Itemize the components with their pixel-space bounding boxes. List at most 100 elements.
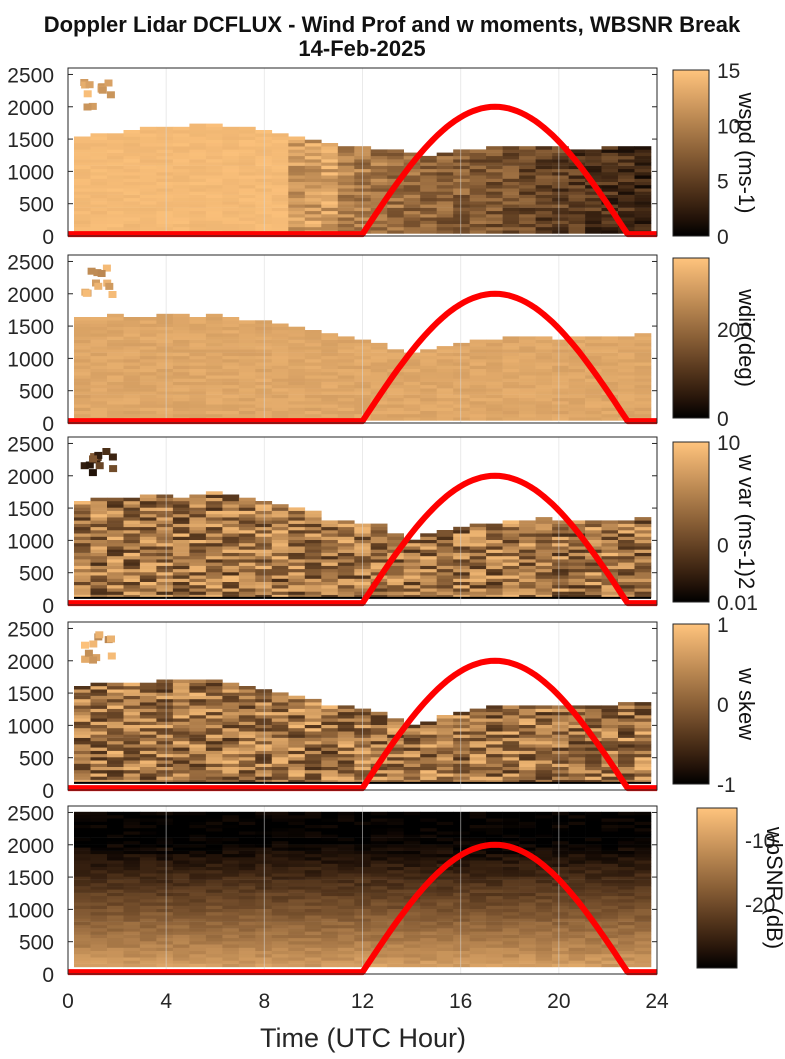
heatmap-cell <box>618 407 635 411</box>
heatmap-cell <box>502 766 520 771</box>
heatmap-cell <box>585 760 602 764</box>
heatmap-cell <box>552 175 569 179</box>
heatmap-cell <box>139 194 157 199</box>
heatmap-cell <box>304 578 322 582</box>
heatmap-cell <box>172 552 190 557</box>
heatmap-cell <box>90 523 108 528</box>
heatmap-cell <box>337 578 355 582</box>
heatmap-cell <box>403 194 421 199</box>
heatmap-cell <box>634 718 652 722</box>
heatmap-cell <box>568 546 586 550</box>
heatmap-cell <box>107 336 124 340</box>
heatmap-cell <box>172 181 190 186</box>
heatmap-cell <box>90 404 108 408</box>
heatmap-cell <box>238 210 256 215</box>
heatmap-cell <box>107 317 124 321</box>
heatmap-cell <box>288 711 306 716</box>
heatmap-cell <box>156 504 174 508</box>
heatmap-cell <box>107 857 124 861</box>
heatmap-cell <box>74 873 91 877</box>
heatmap-cell <box>94 282 103 290</box>
heatmap-cell <box>238 744 256 748</box>
heatmap-cell <box>74 510 91 515</box>
heatmap-cell <box>436 384 454 389</box>
heatmap-cell <box>387 889 404 893</box>
heatmap-cell <box>238 908 256 913</box>
heatmap-cell <box>90 744 108 748</box>
heatmap-cell <box>189 866 207 871</box>
heatmap-cell <box>271 330 289 334</box>
heatmap-cell <box>420 397 437 402</box>
heatmap-cell <box>238 876 256 880</box>
heatmap-cell <box>139 391 157 395</box>
heatmap-cell <box>387 773 404 777</box>
heatmap-cell <box>585 711 602 716</box>
heatmap-cell <box>469 581 487 586</box>
heatmap-cell <box>469 744 487 748</box>
heatmap-cell <box>535 705 553 709</box>
heatmap-cell <box>255 947 273 951</box>
heatmap-cell <box>139 497 157 502</box>
heatmap-cell <box>634 533 652 537</box>
heatmap-cell <box>205 533 223 537</box>
heatmap-cell <box>271 902 289 906</box>
heatmap-cell <box>90 501 108 505</box>
heatmap-cell <box>172 873 190 877</box>
heatmap-cell <box>469 362 487 366</box>
heatmap-cell <box>156 175 174 179</box>
heatmap-cell <box>436 585 454 589</box>
heatmap-cell <box>123 172 141 176</box>
heatmap-cell <box>172 342 190 347</box>
heatmap-cell <box>288 339 306 344</box>
heatmap-cell <box>601 214 619 218</box>
heatmap-cell <box>255 892 273 897</box>
heatmap-cell <box>189 126 207 131</box>
heatmap-cell <box>139 536 157 540</box>
heatmap-cell <box>107 565 124 570</box>
heatmap-cell <box>156 899 174 903</box>
heatmap-cell <box>288 414 306 418</box>
heatmap-cell <box>535 766 553 771</box>
heatmap-cell <box>634 523 652 528</box>
heatmap-cell <box>107 414 124 418</box>
heatmap-cell <box>618 336 635 340</box>
heatmap-cell <box>90 568 108 573</box>
heatmap-cell <box>222 960 240 964</box>
heatmap-cell <box>90 220 108 224</box>
heatmap-cell <box>255 950 273 955</box>
heatmap-cell <box>370 162 388 166</box>
heatmap-cell <box>453 352 470 357</box>
heatmap-cell <box>453 565 470 570</box>
heatmap-cell <box>469 410 487 415</box>
heatmap-cell <box>469 372 487 376</box>
heatmap-cell <box>634 565 652 570</box>
heatmap-cell <box>519 394 536 399</box>
heatmap-cell <box>288 539 306 544</box>
heatmap-cell <box>189 552 207 557</box>
heatmap-cell <box>502 181 520 186</box>
heatmap-cell <box>74 397 91 402</box>
heatmap-cell <box>205 757 223 761</box>
heatmap-cell <box>255 323 273 327</box>
heatmap-cell <box>123 381 141 386</box>
heatmap-cell <box>453 149 470 153</box>
heatmap-cell <box>568 588 586 592</box>
heatmap-cell <box>337 963 355 968</box>
heatmap-cell <box>453 539 470 544</box>
heatmap-cell <box>74 847 91 851</box>
heatmap-cell <box>271 185 289 189</box>
heatmap-cell <box>205 217 223 221</box>
heatmap-cell <box>387 944 404 948</box>
heatmap-cell <box>222 501 240 505</box>
colorbar-label: w skew <box>734 667 759 740</box>
heatmap-cell <box>107 539 124 544</box>
heatmap-cell <box>618 526 635 531</box>
heatmap-cell <box>618 523 635 528</box>
heatmap-cell <box>370 168 388 173</box>
heatmap-cell <box>403 152 421 157</box>
heatmap-cell <box>288 850 306 855</box>
heatmap-cell <box>90 339 108 344</box>
heatmap-cell <box>107 866 124 871</box>
heatmap-cell <box>403 950 421 955</box>
heatmap-cell <box>255 853 273 858</box>
